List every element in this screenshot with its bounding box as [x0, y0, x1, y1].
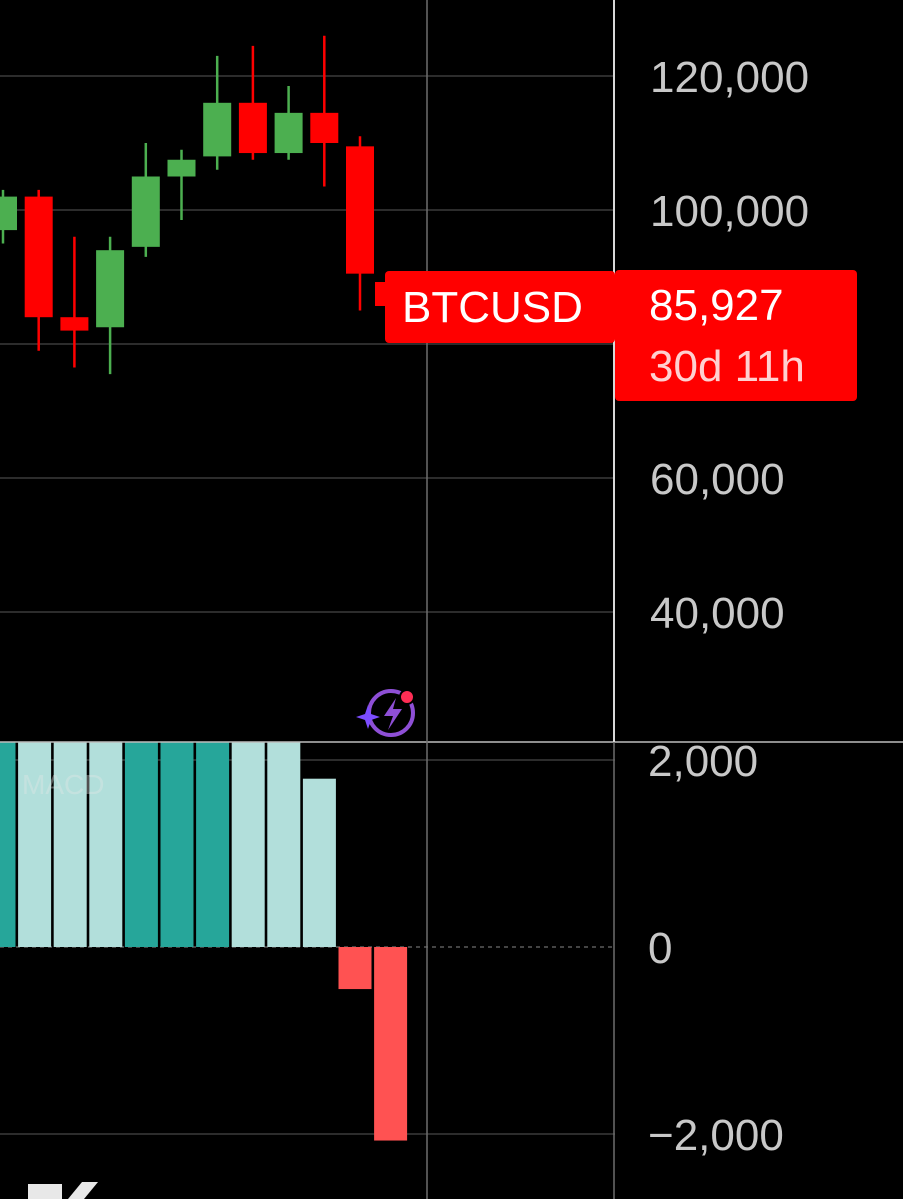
macd-bar: [18, 742, 52, 947]
macd-bar: [124, 742, 158, 947]
macd-bar: [196, 742, 230, 947]
symbol-tag[interactable]: BTCUSD: [375, 271, 615, 343]
macd-bar: [338, 947, 372, 990]
candle-body: [346, 146, 374, 274]
price-axis: 120,000 100,000 60,000 40,000 2,000 0 −2,000: [648, 53, 809, 1160]
candle-body: [274, 112, 303, 154]
candle-body: [24, 196, 53, 318]
candlestick-series: [0, 35, 374, 375]
macd-bar: [89, 742, 123, 947]
candle-body: [203, 102, 232, 157]
price-tick-label: 60,000: [650, 455, 785, 504]
macd-bar: [302, 778, 336, 947]
grid-lines: [0, 75, 615, 1135]
macd-indicator-label: MACD: [22, 769, 104, 800]
macd-histogram: [0, 742, 408, 1141]
macd-bar: [0, 742, 16, 947]
price-tick-label: 100,000: [650, 187, 809, 236]
macd-bar: [231, 742, 265, 947]
candle-body: [96, 250, 125, 328]
candle-body: [238, 102, 267, 154]
symbol-label: BTCUSD: [402, 283, 583, 332]
candle-body: [0, 196, 17, 231]
candle-countdown-label: 30d 11h: [649, 342, 805, 391]
macd-bar: [160, 742, 194, 947]
sparkle-lightning-icon[interactable]: [356, 689, 415, 737]
candle-body: [167, 159, 196, 177]
macd-bar: [374, 947, 408, 1141]
macd-bar: [267, 742, 301, 947]
macd-tick-label: 2,000: [648, 737, 758, 786]
price-tick-label: 120,000: [650, 53, 809, 102]
macd-bar: [53, 742, 87, 947]
last-price-label: 85,927: [649, 281, 784, 330]
tradingview-logo-icon: [28, 1182, 98, 1199]
candle-body: [131, 176, 160, 247]
candle-body: [60, 317, 89, 331]
macd-tick-label: 0: [648, 924, 672, 973]
price-tick-label: 40,000: [650, 589, 785, 638]
macd-tick-label: −2,000: [648, 1111, 784, 1160]
candle-body: [310, 112, 339, 143]
last-price-tag: 85,927 30d 11h: [615, 270, 857, 401]
